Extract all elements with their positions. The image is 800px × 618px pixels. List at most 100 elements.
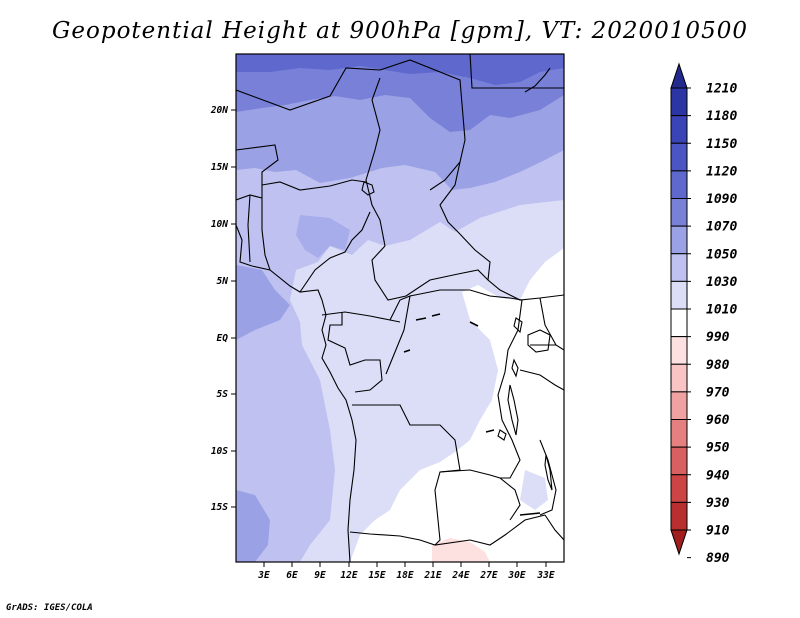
border-mali-algeria	[236, 67, 381, 111]
lon-label: 12E	[340, 570, 357, 581]
lake-chad	[361, 181, 375, 196]
colorbar-label: 940	[706, 468, 730, 483]
colorbar-label: 950	[706, 441, 730, 456]
lon-label: 21E	[423, 570, 441, 581]
lat-label: 10N	[211, 219, 228, 230]
lat-labels: 20N 15N 10N 5N EQ 5S 10S 15S	[210, 105, 228, 513]
colorbar-swatch	[670, 87, 688, 117]
border-togo-ghana	[247, 194, 251, 263]
colorbar-label: 1180	[706, 109, 737, 124]
colorbar-swatch	[670, 363, 688, 393]
colorbar-label: 890	[706, 551, 730, 566]
colorbar-label: 1210	[706, 82, 737, 97]
colorbar-swatch	[670, 198, 688, 227]
colorbar-label: 980	[706, 358, 730, 373]
lon-label: 33E	[536, 570, 554, 581]
contour-1010-patch	[520, 470, 548, 510]
border-angola	[352, 404, 461, 546]
grads-credit: GrADS: IGES/COLA	[6, 603, 93, 613]
colorbar-label: 970	[706, 385, 730, 400]
colorbar-label: 1090	[706, 192, 737, 207]
lon-labels: 3E 6E 9E 12E 15E 18E 21E 24E 27E 30E 33E	[257, 570, 555, 581]
colorbar-label: 1010	[706, 303, 737, 318]
map-frame	[235, 53, 565, 563]
border-mali-niger	[236, 144, 279, 185]
lon-label: 24E	[451, 570, 469, 581]
colorbar-label: 1030	[706, 275, 737, 290]
colorbar-swatch	[670, 446, 688, 476]
lake-malawi	[544, 454, 553, 491]
border-car	[371, 245, 489, 301]
border-cameroon-south	[321, 311, 401, 323]
lat-label: 5S	[217, 389, 229, 400]
colorbar-swatch	[670, 391, 688, 420]
colorbar-swatch	[670, 308, 688, 338]
contour-1050-nigeria	[296, 215, 350, 258]
border-angola-south	[349, 514, 546, 546]
border-drc-north	[409, 289, 523, 301]
colorbar-swatch	[670, 474, 688, 503]
lon-label: 30E	[507, 570, 525, 581]
border-niger-nigeria	[261, 179, 367, 191]
lat-label: 20N	[210, 105, 228, 116]
boundaries	[236, 54, 564, 562]
lon-label: 15E	[368, 570, 385, 581]
colorbar-label: 990	[706, 330, 730, 345]
lon-label: 9E	[314, 570, 326, 581]
colorbar-label: 930	[706, 496, 730, 511]
colorbar-swatch	[670, 253, 688, 282]
lon-label: 18E	[396, 570, 413, 581]
colorbar-arrow-top	[670, 62, 688, 89]
colorbar-swatch	[670, 115, 688, 144]
colorbar-label: 910	[706, 524, 730, 539]
lake-tanganyika	[507, 384, 519, 436]
lat-label: 10S	[211, 446, 228, 457]
border-chad-libya	[469, 54, 564, 89]
border-chad-west	[365, 77, 386, 247]
colorbar-swatch	[670, 336, 688, 365]
colorbar-label: 1070	[706, 220, 737, 235]
lon-label: 27E	[479, 570, 497, 581]
coastline-west	[236, 224, 357, 562]
colorbar-swatch	[670, 501, 688, 531]
border-congo	[385, 295, 411, 375]
axis-ticks	[231, 109, 547, 567]
colorbar-swatch	[670, 419, 688, 448]
lake-victoria	[527, 329, 551, 353]
contour-1050-southwest	[236, 490, 270, 562]
colorbar-label: 1120	[706, 164, 737, 179]
border-gabon	[327, 312, 383, 393]
lake-mweru	[497, 429, 507, 441]
colorbar-swatch	[670, 142, 688, 172]
contour-990-patch	[432, 538, 490, 562]
border-burkina	[236, 194, 263, 201]
contour-1010-east	[350, 248, 564, 562]
lake-kivu	[511, 358, 519, 378]
border-nigeria-cameroon	[299, 211, 371, 293]
contour-1050-west	[236, 265, 290, 340]
contour-fill	[236, 54, 564, 562]
lon-label: 6E	[286, 570, 298, 581]
border-sudan	[439, 161, 564, 301]
river-marks	[403, 313, 541, 516]
lon-label: 3E	[257, 570, 270, 581]
colorbar-swatch	[670, 170, 688, 199]
colorbar-arrow-bottom	[670, 529, 688, 556]
border-malawi	[539, 439, 557, 516]
colorbar-swatch	[670, 225, 688, 255]
colorbar-label: 1150	[706, 137, 737, 152]
lake-albert	[513, 317, 523, 334]
contour-1090	[236, 54, 564, 85]
colorbar-label: 960	[706, 413, 730, 428]
lat-label: 15N	[211, 162, 228, 173]
lat-label: 5N	[217, 276, 229, 287]
border-mozambique	[544, 514, 564, 541]
border-benin	[261, 185, 271, 271]
colorbar-label: 1050	[706, 247, 737, 262]
lat-label: 15S	[211, 502, 228, 513]
colorbar-swatch	[670, 280, 688, 310]
border-drc-east	[497, 299, 523, 479]
chart-title: Geopotential Height at 900hPa [gpm], VT:…	[52, 18, 748, 44]
colorbar: 1210 1180 1150 1120 1090 1070 1050 1030 1010 990 9…	[670, 62, 737, 566]
